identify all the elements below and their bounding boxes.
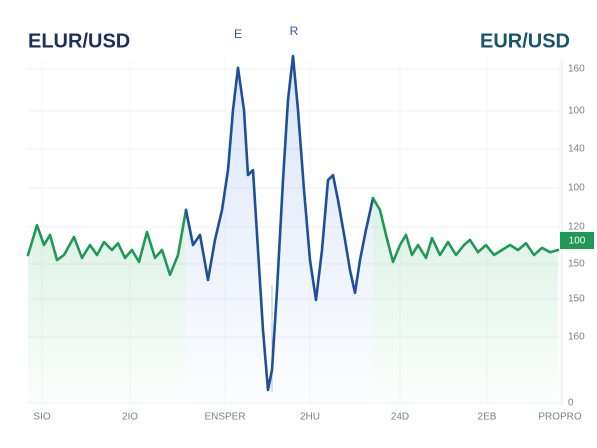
x-tick-label: ENSPER <box>204 412 245 423</box>
y-tick-label: 150 <box>568 259 585 270</box>
x-tick-label: PROPRO <box>538 412 582 423</box>
chart-title: ELUR/USD <box>28 30 130 52</box>
y-tick-label: 160 <box>568 332 585 343</box>
y-tick-label: 120 <box>568 222 585 233</box>
x-tick-label: 2IO <box>122 412 138 423</box>
y-tick-label: 100 <box>568 183 585 194</box>
x-tick-label: 24D <box>391 412 409 423</box>
badge-bg <box>560 232 594 249</box>
badge: 100 <box>569 236 586 247</box>
labels: 160 100 140 100 120 150 150 160 0 SIO 2IO ENSPER 2HU… <box>33 64 585 423</box>
areas <box>28 56 558 403</box>
y-tick-label: 160 <box>568 64 585 75</box>
area <box>373 198 558 403</box>
chart-title-right: EUR/USD <box>480 30 570 52</box>
lines <box>26 54 560 392</box>
y-tick-label: 0 <box>568 398 574 409</box>
y-tick-label: 150 <box>568 294 585 305</box>
y-tick-label: 140 <box>568 144 585 155</box>
x-tick-label: 2HU <box>300 412 320 423</box>
line <box>371 196 560 264</box>
annotation: R <box>290 24 299 38</box>
annotation: E <box>234 27 242 41</box>
line <box>184 54 375 392</box>
area <box>186 56 373 403</box>
area <box>28 210 186 403</box>
y-tick-label: 100 <box>568 106 585 117</box>
line <box>26 208 188 277</box>
x-tick-label: 2EB <box>478 412 497 423</box>
x-tick-label: SIO <box>33 412 50 423</box>
